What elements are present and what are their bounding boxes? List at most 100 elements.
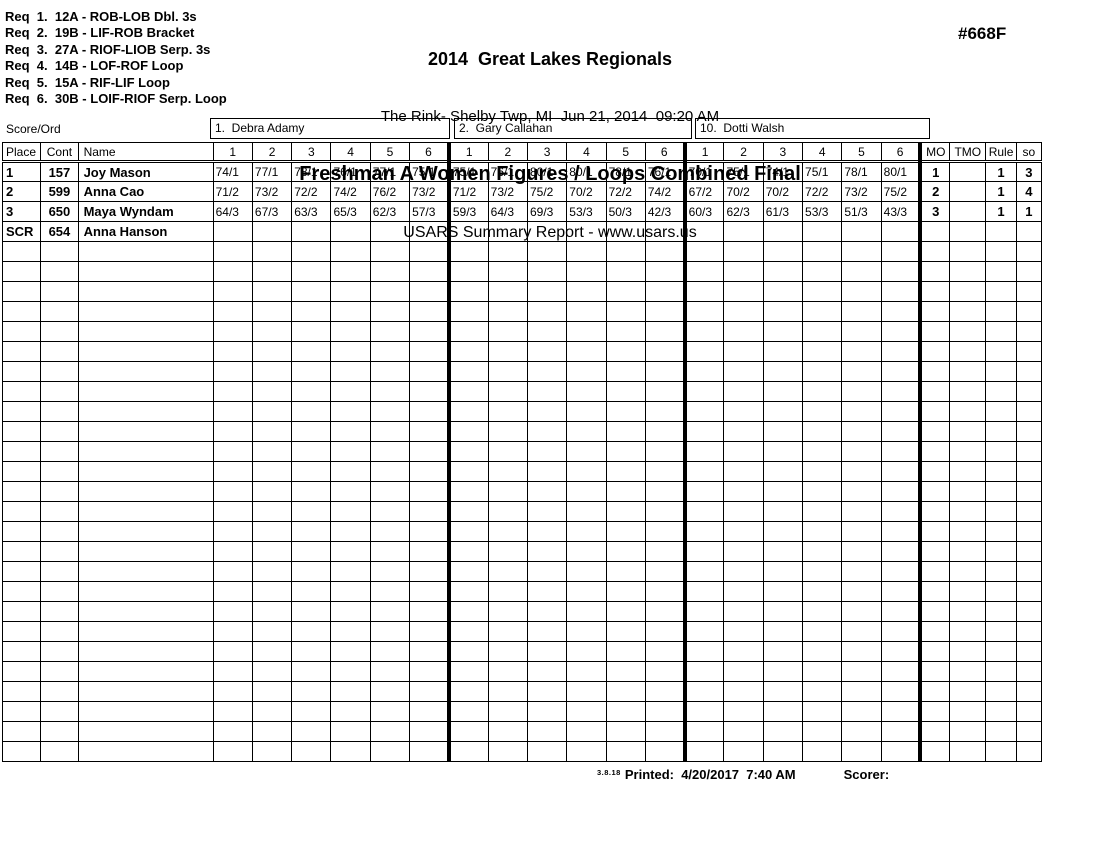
score-cell	[446, 501, 489, 522]
rule-cell	[985, 301, 1017, 322]
score-cell: 74/2	[644, 181, 686, 202]
score-column-header: 4	[566, 142, 607, 163]
score-cell: 61/3	[762, 201, 804, 222]
score-cell	[487, 601, 528, 622]
score-cell	[291, 361, 332, 382]
cont-cell	[40, 701, 79, 722]
score-cell	[369, 681, 411, 702]
score-cell	[644, 381, 686, 402]
score-cell: 57/3	[409, 201, 450, 222]
score-cell	[330, 601, 371, 622]
tmo-cell	[949, 721, 987, 742]
score-cell	[880, 561, 921, 582]
empty-row	[1, 541, 1043, 562]
score-cell	[605, 481, 646, 502]
mo-cell	[918, 681, 951, 702]
score-cell	[605, 441, 646, 462]
score-cell	[605, 401, 646, 422]
score-cell	[369, 541, 411, 562]
score-cell	[841, 281, 882, 302]
score-cell	[291, 381, 332, 402]
score-cell: 67/2	[682, 181, 725, 202]
score-cell	[212, 601, 253, 622]
score-cell	[723, 361, 764, 382]
place-cell	[1, 481, 42, 502]
mo-cell	[918, 741, 951, 762]
score-cell	[802, 641, 843, 662]
score-cell	[212, 541, 253, 562]
score-cell	[682, 341, 725, 362]
score-cell	[644, 401, 686, 422]
so-cell	[1015, 421, 1043, 442]
score-cell	[369, 501, 411, 522]
score-cell	[802, 321, 843, 342]
so-cell	[1015, 701, 1043, 722]
score-cell	[762, 641, 804, 662]
score-cell	[644, 621, 686, 642]
empty-row	[1, 581, 1043, 602]
so-cell	[1015, 581, 1043, 602]
mo-cell	[918, 501, 951, 522]
empty-row	[1, 741, 1043, 762]
score-cell	[369, 321, 411, 342]
tmo-cell	[949, 321, 987, 342]
score-cell	[802, 381, 843, 402]
score-cell: 75/1	[409, 161, 450, 182]
mo-cell	[918, 521, 951, 542]
score-cell	[446, 661, 489, 682]
score-cell	[762, 661, 804, 682]
so-cell	[1015, 401, 1043, 422]
skater-row: 3 650 Maya Wyndam 64/3 67/3 63/3 65/3 62/3 57/3 5…	[1, 201, 1043, 222]
score-cell	[682, 661, 725, 682]
cont-cell	[40, 501, 79, 522]
mo-cell	[918, 541, 951, 562]
score-cell	[487, 361, 528, 382]
name-cell	[77, 281, 214, 302]
score-cell: 76/1	[330, 161, 371, 182]
score-cell	[446, 461, 489, 482]
score-cell	[330, 681, 371, 702]
score-cell	[291, 441, 332, 462]
so-cell	[1015, 241, 1043, 262]
tmo-cell	[949, 561, 987, 582]
score-cell	[566, 721, 607, 742]
score-cell	[841, 621, 882, 642]
so-cell	[1015, 341, 1043, 362]
score-cell	[409, 421, 450, 442]
score-cell	[644, 581, 686, 602]
empty-row	[1, 281, 1043, 302]
score-cell	[409, 441, 450, 462]
cont-cell	[40, 521, 79, 542]
score-cell	[409, 521, 450, 542]
score-cell	[212, 581, 253, 602]
score-cell	[446, 481, 489, 502]
score-cell	[682, 301, 725, 322]
score-cell	[487, 401, 528, 422]
tmo-cell	[949, 581, 987, 602]
score-cell	[723, 321, 764, 342]
empty-row	[1, 641, 1043, 662]
score-column-header: 2	[251, 142, 293, 163]
cont-cell	[40, 401, 79, 422]
score-cell	[526, 481, 568, 502]
score-cell	[369, 481, 411, 502]
score-cell	[682, 501, 725, 522]
score-cell	[566, 341, 607, 362]
score-cell	[566, 741, 607, 762]
tmo-cell	[949, 501, 987, 522]
requirement-line: Req 4. 14B - LOF-ROF Loop	[5, 58, 184, 74]
mo-cell	[918, 221, 951, 242]
score-cell	[291, 541, 332, 562]
score-cell	[802, 401, 843, 422]
score-cell	[409, 261, 450, 282]
score-cell	[605, 701, 646, 722]
score-cell	[605, 541, 646, 562]
score-cell	[566, 621, 607, 642]
score-cell	[802, 441, 843, 462]
rule-cell	[985, 281, 1017, 302]
score-cell	[841, 321, 882, 342]
score-cell	[330, 621, 371, 642]
score-cell	[251, 601, 293, 622]
rule-cell	[985, 501, 1017, 522]
score-column-header: 2	[487, 142, 528, 163]
